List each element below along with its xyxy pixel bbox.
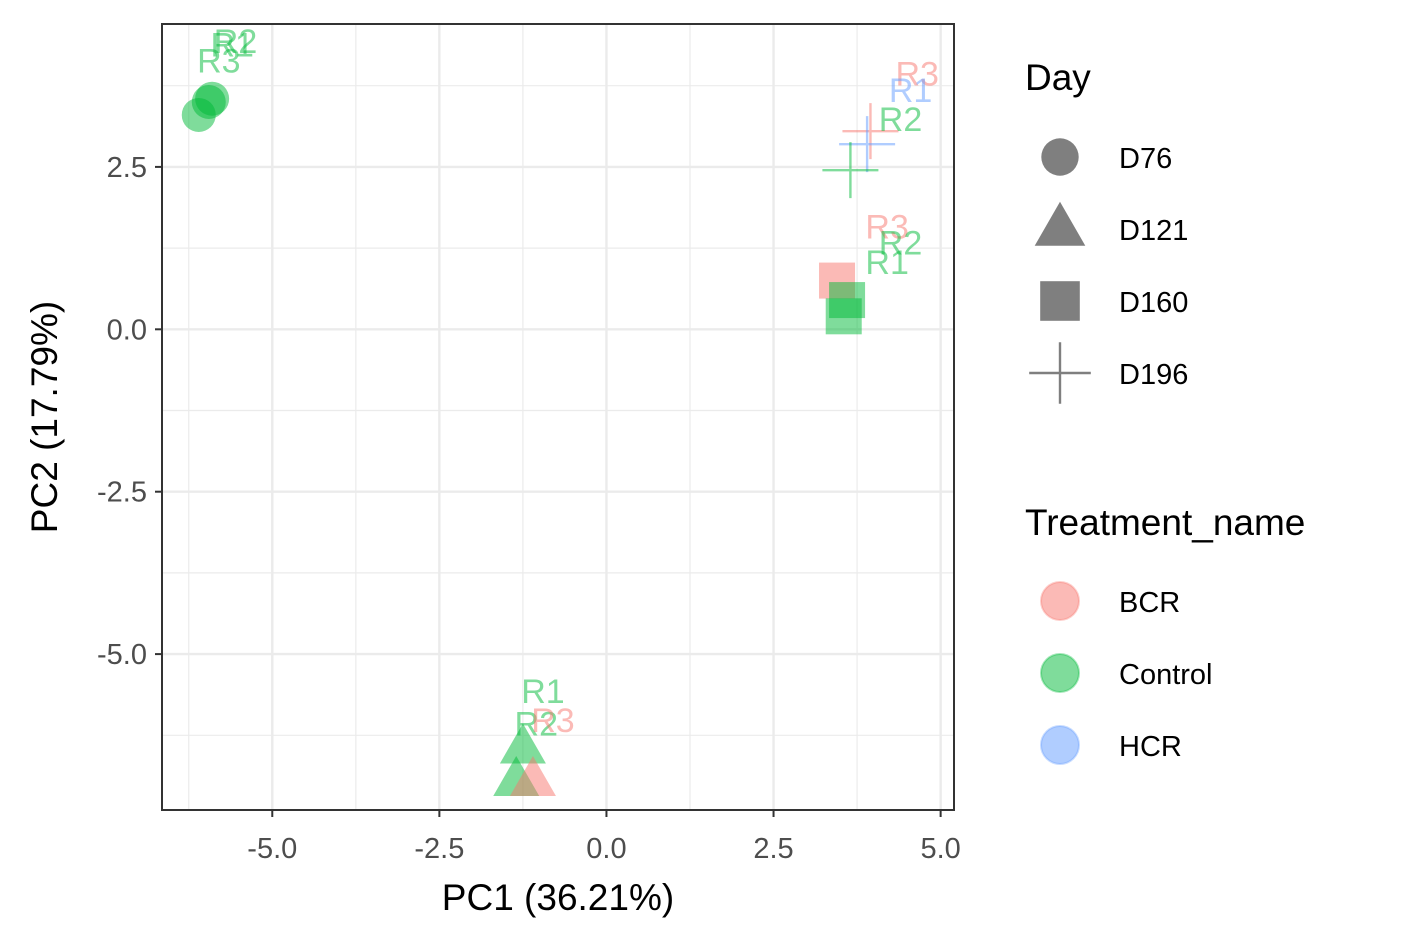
axis-ticks-layer: -5.0 -2.5 0.0 2.5 5.0 2.5 0.0 -2.5 -5.0 [97,152,961,865]
legend-label-control: Control [1119,659,1213,691]
x-tick-label: -2.5 [414,833,464,865]
point-label: R3 [197,43,240,81]
legend-key-d196 [1029,342,1091,404]
point-label: R1 [521,673,564,711]
point-label: R1 [210,26,253,64]
day-legend: Day D76 D121 D160 D196 [1025,57,1188,404]
y-axis-title: PC2 (17.79%) [24,301,65,533]
data-point-d196-bcr [842,103,899,160]
point-label: R3 [896,56,939,94]
legend-key-d121 [1034,201,1086,246]
legend-label-d76: D76 [1119,143,1172,175]
y-tick-label: -5.0 [97,639,147,671]
legend-label-d160: D160 [1119,287,1188,319]
point-label: R2 [214,23,257,61]
point-label: R3 [865,208,908,246]
treatment-legend: Treatment_name BCR Control HCR [1025,502,1305,765]
x-tick-label: 0.0 [586,833,626,865]
legend-label-d196: D196 [1119,359,1188,391]
grid-layer [162,24,954,810]
x-tick-label: 5.0 [920,833,960,865]
y-tick-label: 0.0 [107,314,147,346]
legend-key-d76 [1041,138,1079,176]
data-point-d121-bcr [509,755,556,796]
legend-key-hcr [1040,725,1080,765]
plot-panel-border [161,23,955,811]
legend-key-control [1040,653,1080,693]
legend-key-d160 [1040,281,1080,321]
data-point-d196-control [822,142,879,199]
x-tick-label: 2.5 [753,833,793,865]
point-label: R2 [515,705,558,743]
legend-label-bcr: BCR [1119,587,1180,619]
data-point-d196-hcr [839,116,896,173]
treatment-legend-title: Treatment_name [1025,502,1305,543]
x-axis-title: PC1 (36.21%) [442,877,674,918]
day-legend-title: Day [1025,57,1091,98]
data-point-d121-control [499,723,546,764]
legend-label-hcr: HCR [1119,731,1182,763]
y-tick-label: 2.5 [107,152,147,184]
point-label: R3 [531,702,574,740]
point-label: R1 [865,244,908,282]
legend-label-d121: D121 [1119,215,1188,247]
legend-key-bcr [1040,581,1080,621]
x-tick-label: -5.0 [247,833,297,865]
point-label: R2 [879,225,922,263]
data-point-d160-control [825,298,862,335]
data-point-d76-control [181,97,216,132]
points-layer [181,81,899,796]
y-tick-label: -2.5 [97,477,147,509]
point-label: R1 [889,72,932,110]
point-label: R2 [879,101,922,139]
